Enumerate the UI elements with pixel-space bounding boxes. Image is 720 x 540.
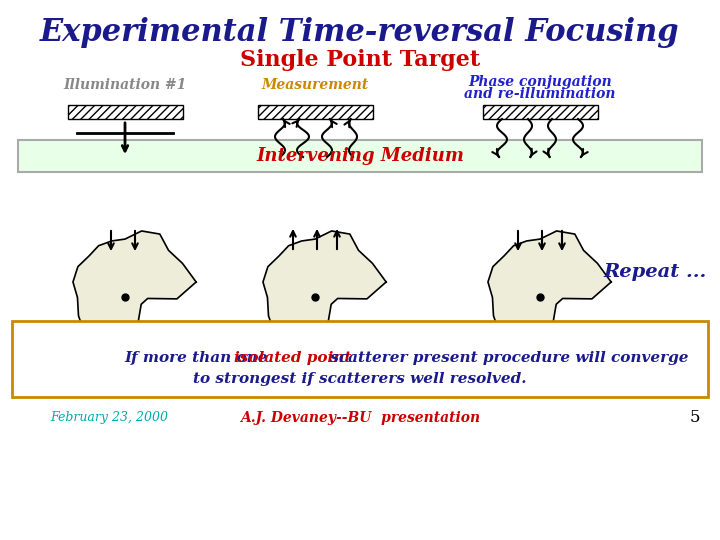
Polygon shape bbox=[263, 231, 386, 341]
Bar bbox=[258, 105, 372, 119]
Text: Single Point Target: Single Point Target bbox=[240, 49, 480, 71]
Bar bbox=[18, 140, 702, 172]
Text: Phase conjugation: Phase conjugation bbox=[468, 75, 612, 89]
Text: isolated point: isolated point bbox=[234, 351, 351, 365]
Text: A.J. Devaney--BU  presentation: A.J. Devaney--BU presentation bbox=[240, 411, 480, 425]
Text: to strongest if scatterers well resolved.: to strongest if scatterers well resolved… bbox=[193, 372, 527, 386]
Text: Repeat ...: Repeat ... bbox=[603, 263, 706, 281]
Text: and re-illumination: and re-illumination bbox=[464, 87, 616, 101]
Polygon shape bbox=[488, 231, 611, 341]
Text: February 23, 2000: February 23, 2000 bbox=[50, 411, 168, 424]
Text: Illumination #1: Illumination #1 bbox=[63, 78, 186, 92]
Bar bbox=[482, 105, 598, 119]
Text: 5: 5 bbox=[690, 409, 700, 427]
Text: Measurement: Measurement bbox=[261, 78, 369, 92]
Polygon shape bbox=[73, 231, 196, 341]
Text: If more than one: If more than one bbox=[125, 351, 274, 365]
Text: Intervening Medium: Intervening Medium bbox=[256, 147, 464, 165]
Text: scatterer present procedure will converge: scatterer present procedure will converg… bbox=[325, 351, 688, 365]
Bar bbox=[68, 105, 182, 119]
Bar bbox=[12, 321, 708, 397]
Text: Experimental Time-reversal Focusing: Experimental Time-reversal Focusing bbox=[40, 17, 680, 48]
